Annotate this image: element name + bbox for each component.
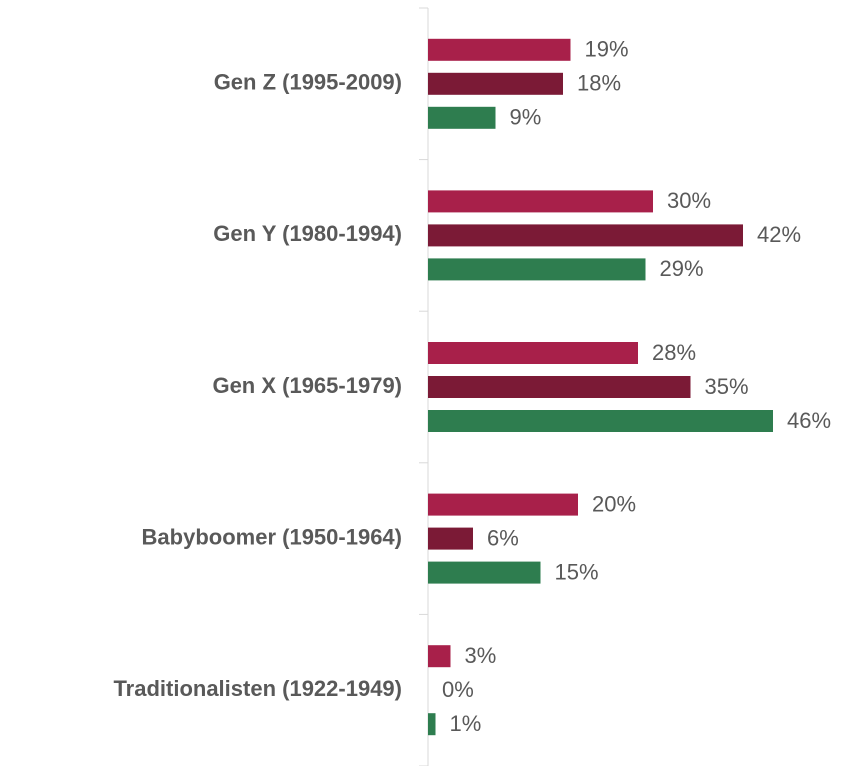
data-label: 3% xyxy=(465,643,497,668)
data-label: 1% xyxy=(450,711,482,736)
data-label: 42% xyxy=(757,222,801,247)
bar xyxy=(428,527,473,550)
bar xyxy=(428,106,496,129)
bar xyxy=(428,224,743,247)
data-label: 46% xyxy=(787,408,831,433)
data-label: 20% xyxy=(592,491,636,516)
data-label: 28% xyxy=(652,340,696,365)
data-label: 35% xyxy=(705,374,749,399)
category-label: Babyboomer (1950-1964) xyxy=(142,524,402,549)
category-label: Traditionalisten (1922-1949) xyxy=(113,676,402,701)
category-label: Gen Z (1995-2009) xyxy=(214,70,402,95)
data-label: 9% xyxy=(510,105,542,130)
category-label: Gen X (1965-1979) xyxy=(212,373,402,398)
bar xyxy=(428,493,578,516)
bar xyxy=(428,561,541,584)
data-label: 30% xyxy=(667,188,711,213)
data-label: 15% xyxy=(555,559,599,584)
category-label: Gen Y (1980-1994) xyxy=(213,221,402,246)
bar xyxy=(428,376,691,398)
bar xyxy=(428,342,638,364)
bar xyxy=(428,190,653,213)
bar xyxy=(428,410,773,432)
data-label: 0% xyxy=(442,677,474,702)
data-label: 19% xyxy=(585,37,629,62)
data-label: 29% xyxy=(660,256,704,281)
data-label: 6% xyxy=(487,525,519,550)
data-label: 18% xyxy=(577,71,621,96)
bar xyxy=(428,258,646,281)
bar xyxy=(428,38,571,61)
bar xyxy=(428,645,451,668)
bar xyxy=(428,713,436,736)
bar xyxy=(428,72,563,95)
